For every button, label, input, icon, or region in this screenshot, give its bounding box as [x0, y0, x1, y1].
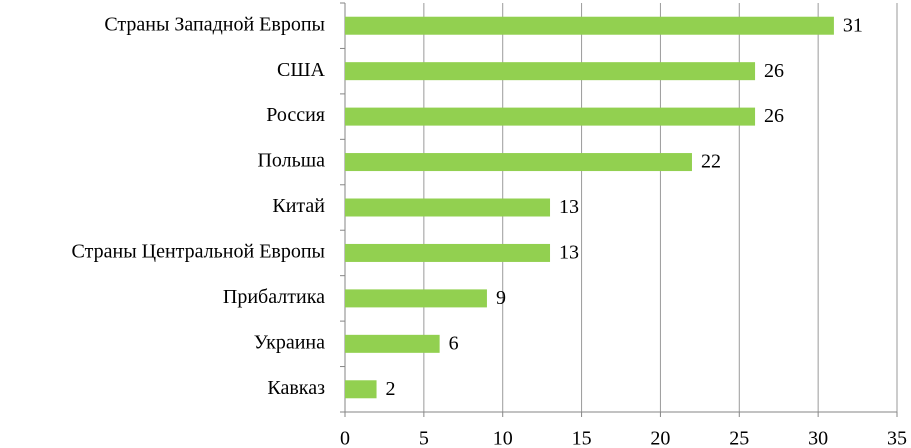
x-tick-label: 5 — [419, 428, 429, 448]
bar — [345, 107, 756, 126]
x-tick-label: 0 — [340, 428, 350, 448]
x-tick-label: 15 — [572, 428, 592, 448]
bar — [345, 198, 551, 217]
data-label: 9 — [496, 287, 506, 309]
data-label: 13 — [559, 242, 579, 264]
x-tick-label: 35 — [887, 428, 907, 448]
y-tick-label: Страны Западной Европы — [104, 13, 325, 35]
bar — [345, 380, 377, 399]
bar — [345, 153, 692, 172]
bar — [345, 16, 834, 35]
x-tick-label: 30 — [808, 428, 828, 448]
y-tick-label: Страны Центральной Европы — [72, 241, 325, 263]
x-tick-label: 10 — [493, 428, 513, 448]
y-tick-label: Россия — [266, 104, 325, 126]
data-label: 6 — [449, 332, 459, 354]
bar — [345, 62, 756, 81]
bar — [345, 334, 440, 353]
data-label: 26 — [764, 60, 784, 82]
y-tick-label: Прибалтика — [223, 286, 325, 308]
data-label: 2 — [386, 378, 396, 400]
x-tick-label: 20 — [650, 428, 670, 448]
bar — [345, 243, 551, 262]
data-label: 31 — [843, 14, 863, 36]
y-tick-label: Украина — [254, 331, 325, 353]
y-tick-label: Польша — [257, 150, 325, 172]
bar — [345, 289, 487, 308]
y-tick-label: США — [277, 59, 326, 81]
data-label: 22 — [701, 151, 721, 173]
x-tick-label: 25 — [729, 428, 749, 448]
y-tick-label: Китай — [272, 195, 325, 217]
data-label: 26 — [764, 105, 784, 127]
data-label: 13 — [559, 196, 579, 218]
y-tick-label: Кавказ — [267, 377, 325, 399]
